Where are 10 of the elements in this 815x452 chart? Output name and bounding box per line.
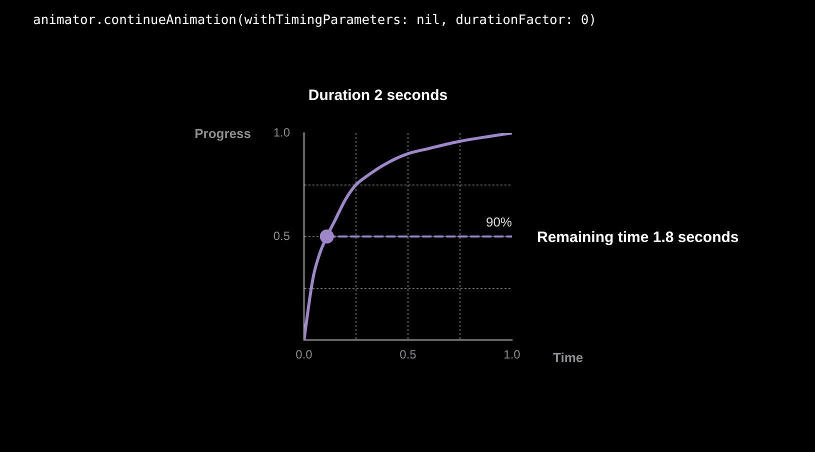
x-tick-label: 0.5 [400, 348, 417, 362]
chart-title: Duration 2 seconds [308, 87, 448, 104]
text: Remaining time 1.8 seconds [537, 229, 739, 246]
line-series [304, 133, 512, 340]
y-axis-title: Progress [194, 126, 251, 141]
x-tick-label: 1.0 [504, 348, 521, 362]
text: animator.continueAnimation(withTimingParameters: nil, durationFactor: 0) [33, 13, 597, 28]
x-tick-label: 0.0 [296, 348, 313, 362]
x-axis-title: Time [553, 350, 584, 365]
annotation: 90% [486, 214, 512, 230]
